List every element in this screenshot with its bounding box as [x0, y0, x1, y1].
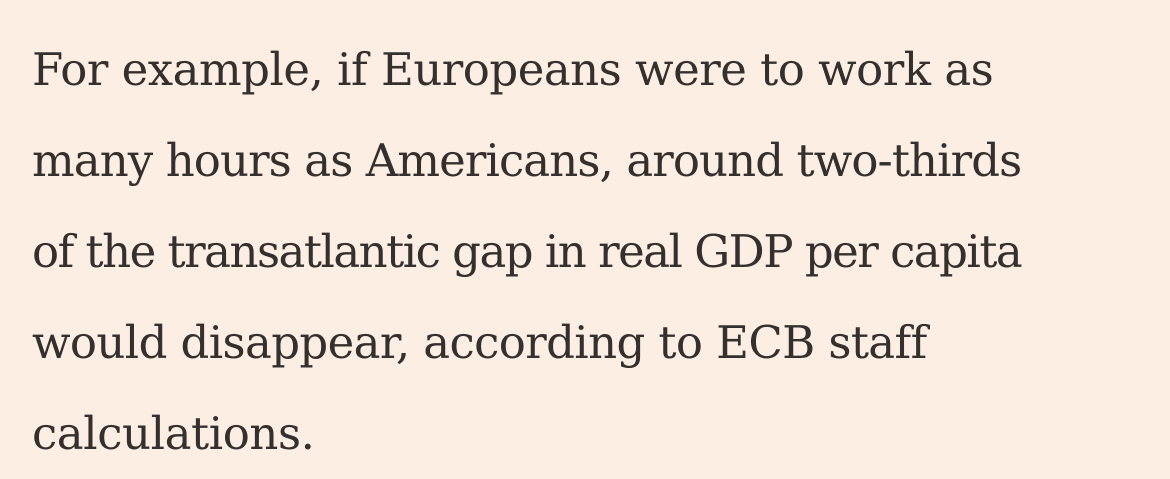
paragraph-line-2: many hours as Americans, around two-thir…	[32, 134, 1022, 187]
article-paragraph: For example, if Europeans were to work a…	[32, 43, 1023, 460]
paragraph-line-1: For example, if Europeans were to work a…	[32, 43, 994, 96]
paragraph-line-3: of the transatlantic gap in real GDP per…	[32, 225, 1023, 278]
paragraph-line-4: would disappear, according to ECB staff	[32, 316, 927, 369]
paragraph-line-5: calculations.	[32, 407, 315, 460]
